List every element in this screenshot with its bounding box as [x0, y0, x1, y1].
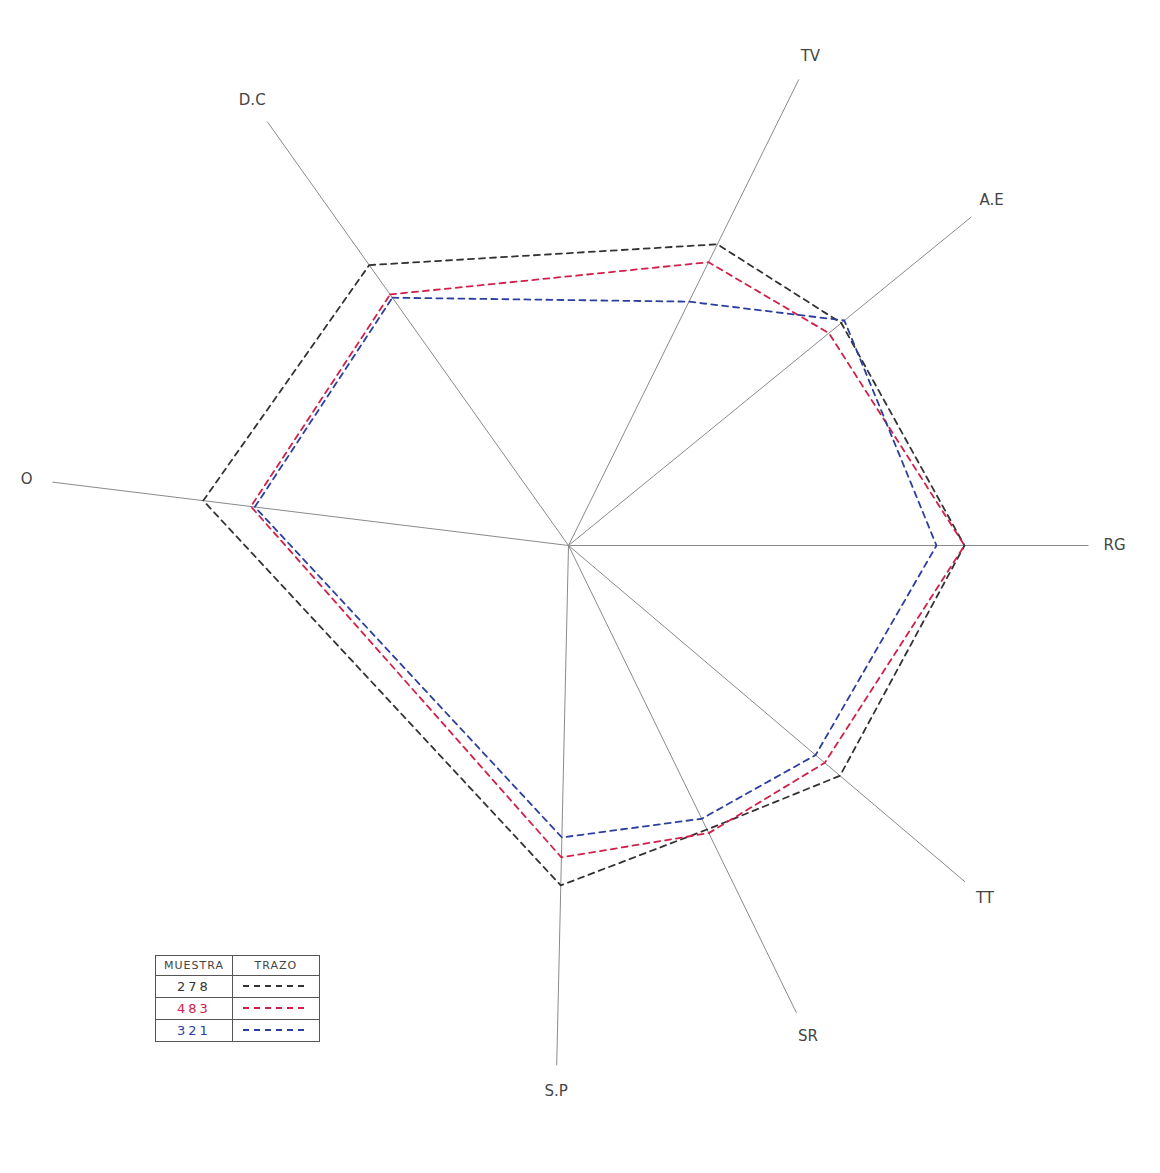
html-text:483: 483: [177, 1001, 211, 1016]
svg-text:A.E: A.E: [979, 191, 1003, 209]
svg-text:D.C: D.C: [239, 91, 266, 109]
svg-text:TV: TV: [800, 47, 821, 65]
html-text:321: 321: [177, 1023, 211, 1038]
html-text:MUESTRA: MUESTRA: [164, 959, 224, 972]
svg-text:TT: TT: [975, 889, 995, 907]
svg-text:RG: RG: [1103, 536, 1125, 554]
svg-text:SR: SR: [798, 1027, 818, 1045]
svg-text:O: O: [21, 470, 33, 488]
html-text:TRAZO: TRAZO: [254, 959, 298, 972]
svg-text:S.P: S.P: [544, 1082, 567, 1100]
html-text:278: 278: [177, 979, 211, 994]
